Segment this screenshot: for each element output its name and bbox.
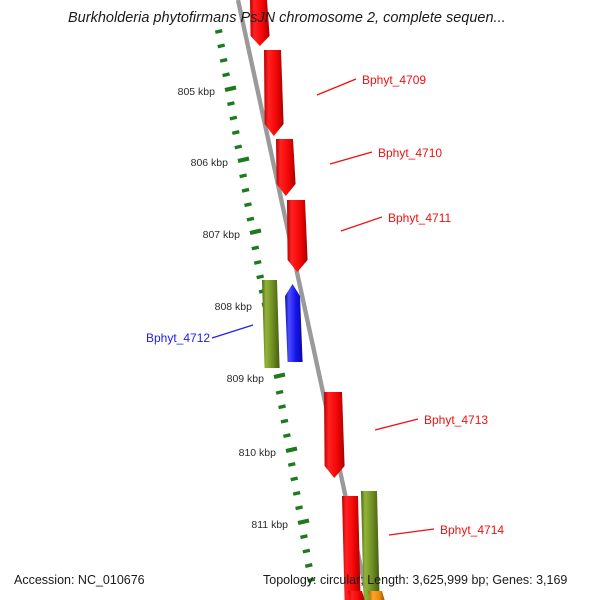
gene-feature[interactable] xyxy=(342,496,361,600)
gene-arrow-shape[interactable] xyxy=(342,496,361,600)
ruler-minor-tick xyxy=(307,577,316,583)
ruler-minor-tick xyxy=(239,173,247,179)
ruler-minor-tick xyxy=(229,115,238,121)
gene-label-leader-line xyxy=(340,216,383,232)
gene-feature[interactable] xyxy=(262,280,280,368)
ruler-minor-tick xyxy=(241,187,250,193)
ruler-minor-tick xyxy=(287,462,296,467)
gene-arrow-shape[interactable] xyxy=(264,50,284,136)
ruler-coordinate-label: 805 kbp xyxy=(178,86,216,98)
ruler-coordinate-label: 808 kbp xyxy=(215,301,253,313)
ruler-minor-tick xyxy=(231,130,240,135)
ruler-minor-tick xyxy=(295,505,303,511)
ruler-minor-tick xyxy=(278,404,286,410)
gene-labels-layer[interactable]: Bphyt_4709 Bphyt_4710 Bphyt_4711 Bphyt_4712… xyxy=(146,73,504,537)
gene-features-layer[interactable] xyxy=(250,0,385,600)
gene-feature[interactable] xyxy=(348,591,365,600)
ruler-minor-tick xyxy=(214,29,223,34)
ruler-major-tick xyxy=(273,372,286,380)
gene-label-leaders xyxy=(211,78,435,536)
ruler-minor-tick xyxy=(222,72,230,78)
ruler-minor-tick xyxy=(217,43,226,49)
ruler-minor-tick xyxy=(290,476,299,482)
ruler-minor-tick xyxy=(280,418,289,424)
page-title: Burkholderia phytofirmans PsJN chromosom… xyxy=(68,10,506,26)
gene-arrow-shape[interactable] xyxy=(285,284,303,362)
ruler-minor-tick xyxy=(227,101,235,107)
ruler-minor-tick xyxy=(219,57,228,63)
ruler-coordinate-label: 807 kbp xyxy=(203,229,241,241)
ruler-minor-tick xyxy=(292,490,301,496)
gene-feature[interactable] xyxy=(324,392,345,478)
gene-label[interactable]: Bphyt_4714 xyxy=(440,523,504,537)
ruler-coordinate-label: 811 kbp xyxy=(251,519,288,531)
ruler-coordinate-label: 806 kbp xyxy=(191,157,229,169)
gene-label[interactable]: Bphyt_4711 xyxy=(388,211,451,225)
gene-label[interactable]: Bphyt_4713 xyxy=(424,413,488,427)
gene-arrow-shape[interactable] xyxy=(276,139,296,196)
gene-arrow-shape[interactable] xyxy=(324,392,345,478)
ruler-major-tick xyxy=(297,518,310,526)
ruler-major-tick xyxy=(285,446,298,454)
ruler-minor-tick xyxy=(246,216,255,222)
gene-arrow-shape[interactable] xyxy=(262,280,280,368)
ruler-minor-tick xyxy=(275,389,284,395)
gene-feature[interactable] xyxy=(285,284,303,362)
gene-label-leader-line xyxy=(329,151,373,165)
gene-feature[interactable] xyxy=(361,491,380,600)
ruler-minor-tick xyxy=(251,245,260,251)
gene-feature[interactable] xyxy=(250,0,284,136)
gene-arrow-shape[interactable] xyxy=(361,491,380,600)
coordinate-labels-layer: 805 kbp 806 kbp 807 kbp 808 kbp 809 kbp 810 k… xyxy=(178,86,289,531)
ruler-minor-tick xyxy=(302,548,311,554)
ruler-minor-tick xyxy=(256,274,265,280)
gene-label[interactable]: Bphyt_4709 xyxy=(362,73,426,87)
ruler-major-tick xyxy=(224,85,237,93)
gene-label-leader-line xyxy=(211,324,254,339)
ruler-major-tick xyxy=(237,156,250,164)
gene-feature[interactable] xyxy=(368,591,385,600)
gene-feature[interactable] xyxy=(276,139,296,196)
gene-label-leader-line xyxy=(374,418,419,431)
accession-status: Accession: NC_010676 xyxy=(14,573,145,587)
ruler-coordinate-label: 809 kbp xyxy=(227,373,265,385)
ruler-minor-tick xyxy=(253,259,262,265)
gene-arrow-shape[interactable] xyxy=(287,200,308,272)
gene-arrow-shape[interactable] xyxy=(368,591,385,600)
gene-label[interactable]: Bphyt_4712 xyxy=(146,331,210,345)
ruler-minor-tick xyxy=(234,144,243,150)
ruler-coordinate-label: 810 kbp xyxy=(239,447,277,459)
ruler-minor-tick xyxy=(283,433,291,439)
gene-label-leader-line xyxy=(388,528,435,536)
gene-arrow-shape[interactable] xyxy=(250,0,270,46)
gene-feature[interactable] xyxy=(287,200,308,272)
gene-label[interactable]: Bphyt_4710 xyxy=(378,146,442,160)
topology-status: Topology: circular; Length: 3,625,999 bp… xyxy=(263,573,567,587)
ruler-minor-tick xyxy=(244,202,252,208)
ruler-major-tick xyxy=(249,228,262,236)
gene-arrow-shape[interactable] xyxy=(348,591,365,600)
ruler-minor-tick xyxy=(300,534,308,540)
ruler-minor-tick xyxy=(304,563,313,568)
gene-label-leader-line xyxy=(316,78,357,96)
